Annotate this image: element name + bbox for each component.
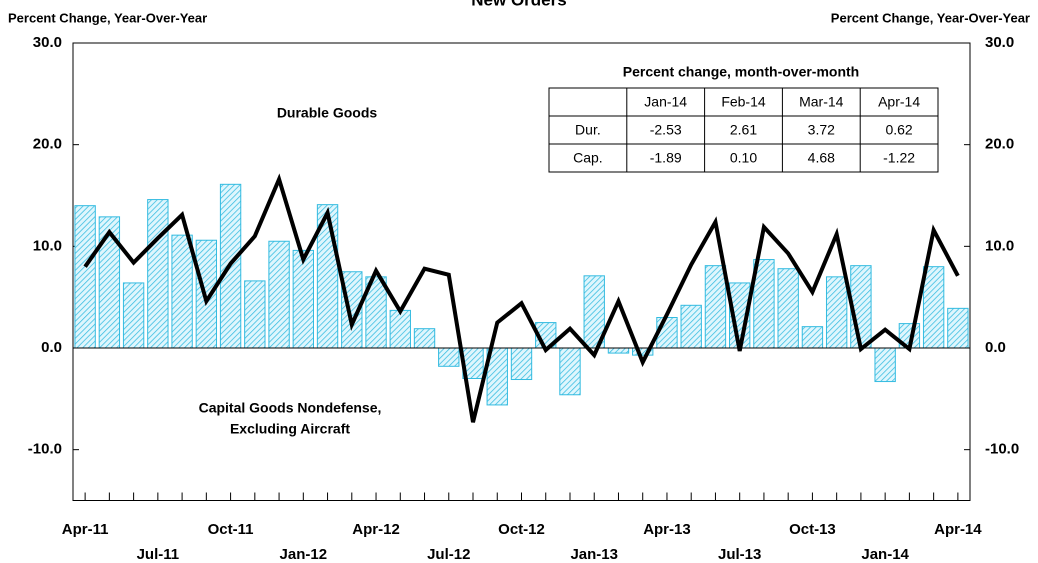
- bar: [777, 268, 799, 349]
- bar: [704, 265, 727, 349]
- y2-tick-label: 0.0: [985, 339, 1006, 356]
- bar: [292, 249, 314, 349]
- y2-tick-label: 20.0: [985, 136, 1014, 153]
- table-cell: 0.10: [730, 150, 757, 166]
- y-tick-label: 30.0: [33, 34, 62, 51]
- bar: [510, 347, 533, 381]
- x-tick-label: Apr-13: [643, 521, 691, 538]
- x-tick-label: Jul-13: [718, 546, 761, 563]
- chart-title: New Orders: [471, 0, 566, 9]
- y2-tick-label: 30.0: [985, 34, 1014, 51]
- x-tick-label: Jan-14: [861, 546, 909, 563]
- y-tick-label: 20.0: [33, 136, 62, 153]
- table-cell: 2.61: [730, 122, 757, 138]
- table-cell: -1.89: [650, 150, 682, 166]
- y2-tick-label: -10.0: [985, 441, 1019, 458]
- bar: [147, 199, 169, 349]
- table-cell: 3.72: [808, 122, 835, 138]
- annotation: Capital Goods Nondefense,: [199, 400, 382, 416]
- bar: [559, 347, 581, 396]
- annotation: Excluding Aircraft: [230, 421, 350, 437]
- bar: [438, 347, 460, 367]
- y-tick-label: 10.0: [33, 237, 62, 254]
- x-tick-label: Jan-13: [570, 546, 618, 563]
- bar: [413, 328, 436, 349]
- y2-tick-label: 10.0: [985, 237, 1014, 254]
- x-tick-label: Oct-13: [789, 521, 836, 538]
- bar: [607, 347, 630, 354]
- y2-axis-label: Percent Change, Year-Over-Year: [831, 10, 1030, 25]
- bar: [74, 205, 96, 349]
- table-header: Mar-14: [799, 94, 844, 110]
- y-tick-label: -10.0: [28, 441, 62, 458]
- y-axis-label: Percent Change, Year-Over-Year: [8, 10, 207, 25]
- bar: [680, 304, 702, 349]
- bar: [947, 307, 969, 349]
- x-tick-label: Oct-12: [498, 521, 545, 538]
- table-header: Jan-14: [644, 94, 687, 110]
- line: [83, 173, 960, 423]
- bar: [825, 276, 848, 349]
- x-tick-label: Jan-12: [280, 546, 328, 563]
- bar: [389, 309, 411, 349]
- table-cell: 4.68: [808, 150, 835, 166]
- table-frame: [548, 87, 939, 173]
- bar: [98, 216, 121, 349]
- x-tick-label: Apr-11: [62, 521, 109, 538]
- bar: [122, 282, 145, 349]
- bar: [268, 240, 290, 349]
- x-tick-label: Apr-14: [934, 521, 982, 538]
- table-cell: -2.53: [650, 122, 682, 138]
- bar: [801, 326, 824, 349]
- y-tick-label: 0.0: [41, 339, 62, 356]
- bar: [244, 280, 266, 349]
- bar: [922, 266, 945, 349]
- bar: [171, 234, 193, 349]
- x-tick-label: Jul-12: [427, 546, 470, 563]
- x-tick-label: Jul-11: [137, 546, 180, 563]
- table-cell: Cap.: [573, 150, 603, 166]
- table-cell: 0.62: [885, 122, 912, 138]
- table-cell: Dur.: [575, 122, 601, 138]
- x-tick-label: Oct-11: [208, 521, 254, 538]
- annotation: Durable Goods: [277, 105, 378, 121]
- table-cell: -1.22: [883, 150, 915, 166]
- x-tick-label: Apr-12: [352, 521, 400, 538]
- bar: [874, 347, 896, 383]
- table-header: Apr-14: [878, 94, 920, 110]
- table-header: Feb-14: [721, 94, 766, 110]
- table-title: Percent change, month-over-month: [623, 64, 859, 80]
